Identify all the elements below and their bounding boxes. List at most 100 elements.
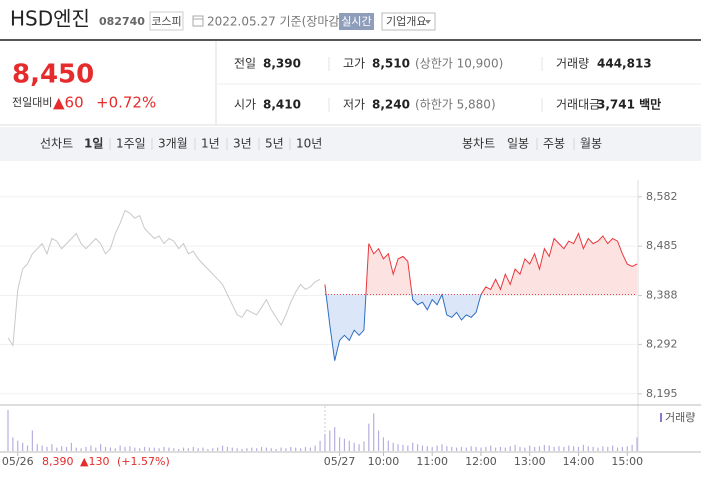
volume-bar xyxy=(504,447,506,451)
volume-bar xyxy=(251,447,253,451)
volume-bar xyxy=(368,423,370,451)
volume-bar xyxy=(426,446,428,451)
volume-bar xyxy=(455,447,458,451)
volume-bar xyxy=(612,445,614,451)
volume-bar xyxy=(168,447,170,451)
volume-bar xyxy=(509,446,511,451)
dropdown-arrow xyxy=(425,20,431,24)
volume-bar xyxy=(324,433,326,451)
volume-bar xyxy=(529,445,531,451)
volume-bar xyxy=(285,448,287,451)
stat-value: 444,813 xyxy=(597,57,652,71)
volume-bar xyxy=(353,442,355,451)
volume-bar xyxy=(397,444,399,451)
volume-bar xyxy=(56,447,58,451)
period-tab[interactable]: 월봉 xyxy=(580,137,602,151)
volume-bar xyxy=(494,447,497,451)
volume-bar xyxy=(407,445,409,451)
x-tick-label: 14:00 xyxy=(563,455,595,468)
volume-bar xyxy=(280,447,282,451)
volume-bar xyxy=(416,444,419,451)
volume-bar xyxy=(17,440,19,451)
footer-change-pct: (+1.57%) xyxy=(117,455,170,468)
volume-bar xyxy=(592,446,594,451)
x-tick-label: 15:00 xyxy=(611,455,643,468)
volume-bar xyxy=(309,447,311,451)
volume-bar xyxy=(275,448,277,451)
volume-bar xyxy=(519,446,521,451)
volume-bar xyxy=(139,448,141,451)
volume-bar xyxy=(602,446,604,451)
market: 코스피 xyxy=(151,15,181,28)
volume-bar xyxy=(207,448,209,451)
y-tick-label: 8,195 xyxy=(646,387,678,400)
volume-bar xyxy=(241,448,243,451)
volume-bar xyxy=(95,447,97,451)
volume-bar xyxy=(260,446,263,451)
stats: 전일 8,390 고가 8,510 (상한가 10,900) 거래량 444,813 시가 8,… xyxy=(234,57,661,112)
stat-value: 8,240 xyxy=(372,98,410,112)
period-tab[interactable]: 1년 xyxy=(201,137,220,151)
volume-bar xyxy=(295,447,297,451)
calendar-icon xyxy=(192,15,204,27)
stat-label: 거래대금 xyxy=(556,98,600,112)
volume-bar xyxy=(256,448,258,451)
date: 2022.05.27 기준(장마감) xyxy=(207,15,344,29)
volume-bar xyxy=(563,446,565,451)
stat-label: 저가 xyxy=(343,98,365,112)
volume-bar xyxy=(100,444,102,451)
volume-bar xyxy=(26,445,29,451)
volume-bar xyxy=(441,444,443,451)
volume-bar xyxy=(104,446,107,451)
realtime-badge[interactable] xyxy=(339,13,374,30)
realtime[interactable]: 실시간 xyxy=(341,15,371,28)
volume-bar xyxy=(446,446,448,451)
period-tab[interactable]: 5년 xyxy=(265,137,284,151)
volume-bar xyxy=(290,446,292,451)
volume-bar xyxy=(577,446,580,451)
volume-bar xyxy=(22,442,24,451)
period-tab[interactable]: 1주일 xyxy=(116,137,146,151)
volume-bar xyxy=(299,448,302,451)
volume-bar xyxy=(143,446,146,451)
period-tab[interactable]: 1일 xyxy=(84,137,103,151)
volume-bar xyxy=(187,448,190,451)
overview-button[interactable] xyxy=(381,12,436,31)
period-tab[interactable]: 일봉 xyxy=(507,137,529,151)
x-tick-label: 05/27 xyxy=(324,455,356,468)
x-tick-label: 12:00 xyxy=(465,455,497,468)
stat-value: 8,390 xyxy=(263,57,301,71)
volume-bar xyxy=(431,446,433,451)
stat-label: 고가 xyxy=(343,57,365,71)
volume-bar xyxy=(543,444,545,451)
volume-bar xyxy=(421,445,424,451)
volume-bar xyxy=(109,447,111,451)
volume-bar xyxy=(334,427,336,451)
volume-bar xyxy=(412,442,414,451)
volume-bar xyxy=(460,446,463,451)
y-tick-label: 8,292 xyxy=(646,337,678,350)
volume-bar xyxy=(217,447,219,451)
volume-bar xyxy=(616,447,619,451)
period-tab[interactable]: 3년 xyxy=(233,137,252,151)
period-tab[interactable]: 10년 xyxy=(296,137,322,151)
volume-bar xyxy=(451,446,453,451)
volume-bar xyxy=(163,446,165,451)
volume-bar xyxy=(319,440,321,451)
volume-bar xyxy=(158,448,160,451)
volume-bar xyxy=(382,437,385,451)
volume-bar xyxy=(129,446,131,451)
volume-bar xyxy=(436,445,438,451)
volume-bar xyxy=(114,448,116,451)
volume-bar xyxy=(70,442,72,451)
volume-bar xyxy=(124,446,126,451)
stock-name: HSD엔진 xyxy=(10,7,90,31)
footer-change: ▲130 xyxy=(80,455,109,468)
volume-bar xyxy=(558,446,560,451)
stat-note: (상한가 10,900) xyxy=(415,57,503,71)
period-tab[interactable]: 3개월 xyxy=(158,137,188,151)
stat-label: 시가 xyxy=(234,98,256,112)
overview[interactable]: 기업개요 xyxy=(386,15,426,28)
y-tick-label: 8,485 xyxy=(646,239,678,252)
period-tab[interactable]: 주봉 xyxy=(543,137,565,151)
